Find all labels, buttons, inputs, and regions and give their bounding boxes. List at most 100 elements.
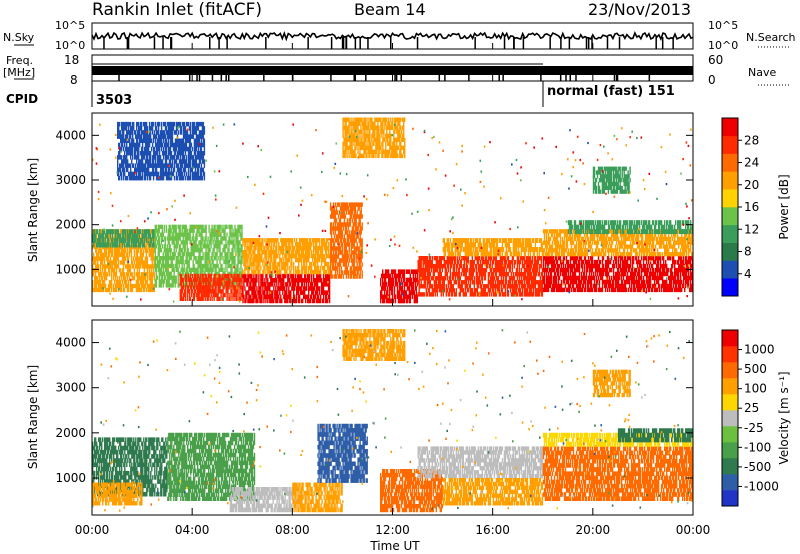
- heatmap-cell: [191, 244, 193, 249]
- heatmap-cell: [391, 294, 394, 300]
- heatmap-cell: [210, 271, 212, 276]
- heatmap-cell: [130, 229, 133, 235]
- heatmap-cell: [201, 289, 203, 294]
- heatmap-cell: [313, 273, 315, 279]
- heatmap-cell: [168, 232, 170, 237]
- heatmap-cell: [198, 232, 200, 237]
- heatmap-cell: [129, 233, 132, 239]
- heatmap-cell: [135, 256, 138, 261]
- heatmap-cell: [95, 287, 97, 293]
- heatmap-cell: [174, 275, 176, 280]
- heatmap-cell: [250, 250, 252, 255]
- heatmap-cell: [207, 273, 209, 278]
- heatmap-cell: [153, 229, 155, 235]
- heatmap-cell: [173, 240, 175, 245]
- heatmap-cell: [192, 240, 194, 245]
- heatmap-cell: [189, 236, 191, 241]
- heatmap-cell: [195, 256, 197, 261]
- heatmap-cell: [447, 238, 449, 243]
- heatmap-cell: [122, 260, 125, 265]
- heatmap-cell: [118, 268, 121, 273]
- heatmap-cell: [516, 276, 519, 281]
- heatmap-cell: [247, 298, 249, 304]
- heatmap-cell: [233, 289, 235, 294]
- heatmap-cell: [143, 238, 146, 243]
- heatmap-cell: [245, 298, 247, 304]
- heatmap-cell: [316, 261, 319, 267]
- heatmap-cell: [109, 256, 112, 261]
- heatmap-cell: [188, 228, 190, 233]
- heatmap-cell: [115, 242, 118, 248]
- heatmap-cell: [473, 268, 475, 273]
- heatmap-cell: [208, 267, 210, 272]
- heatmap-cell: [94, 256, 96, 261]
- heatmap-cell: [205, 273, 207, 278]
- heatmap-cell: [503, 268, 506, 273]
- heatmap-cell: [172, 228, 174, 233]
- heatmap-cell: [219, 285, 221, 290]
- heatmap-cell: [189, 271, 191, 276]
- heatmap-cell: [290, 246, 292, 251]
- heatmap-cell: [280, 294, 282, 300]
- heatmap-cell: [311, 273, 313, 279]
- heatmap-cell: [238, 296, 240, 301]
- heatmap-cell: [262, 242, 264, 247]
- heatmap-cell: [354, 210, 356, 215]
- heatmap-cell: [206, 259, 208, 265]
- heatmap-cell: [161, 271, 163, 276]
- heatmap-cell: [358, 246, 360, 251]
- heatmap-cell: [180, 267, 182, 272]
- heatmap-cell: [347, 238, 350, 243]
- heatmap-cell: [189, 296, 191, 301]
- heatmap-cell: [199, 256, 201, 261]
- heatmap-cell: [162, 283, 164, 288]
- heatmap-cell: [102, 272, 105, 277]
- heatmap-cell: [132, 276, 135, 281]
- heatmap-cell: [189, 252, 191, 257]
- heatmap-cell: [170, 248, 172, 253]
- heatmap-cell: [428, 276, 430, 281]
- heatmap-cell: [243, 278, 245, 283]
- heatmap-cell: [240, 232, 242, 237]
- heatmap-cell: [382, 277, 384, 283]
- heatmap-cell: [223, 277, 225, 282]
- heatmap-cell: [96, 280, 98, 285]
- heatmap-cell: [346, 266, 349, 271]
- heatmap-cell: [285, 265, 287, 271]
- heatmap-cell: [154, 228, 156, 233]
- heatmap-cell: [346, 218, 349, 223]
- heatmap-cell: [153, 233, 155, 239]
- heatmap-cell: [154, 232, 156, 237]
- heatmap-cell: [332, 262, 335, 267]
- heatmap-cell: [237, 228, 239, 233]
- heatmap-cell: [103, 264, 106, 269]
- heatmap-cell: [196, 236, 198, 241]
- heatmap-cell: [107, 242, 110, 248]
- heatmap-cell: [239, 252, 241, 257]
- heatmap-cell: [188, 296, 190, 301]
- heatmap-cell: [232, 277, 234, 282]
- heatmap-cell: [218, 277, 220, 282]
- heatmap-cell: [180, 259, 182, 265]
- heatmap-cell: [220, 263, 222, 269]
- heatmap-cell: [147, 287, 149, 293]
- heatmap-cell: [212, 289, 214, 294]
- heatmap-cell: [154, 259, 156, 265]
- heatmap-cell: [177, 267, 179, 272]
- heatmap-cell: [155, 271, 157, 276]
- heatmap-cell: [101, 238, 104, 243]
- heatmap-cell: [510, 272, 513, 277]
- heatmap-cell: [165, 259, 167, 265]
- heatmap-cell: [180, 240, 182, 245]
- heatmap-cell: [357, 270, 359, 275]
- heatmap-cell: [122, 272, 125, 277]
- heatmap-cell: [105, 233, 108, 239]
- heatmap-cell: [137, 242, 140, 248]
- heatmap-cell: [217, 240, 219, 245]
- heatmap-cell: [115, 233, 118, 238]
- heatmap-cell: [198, 228, 200, 233]
- heatmap-cell: [518, 276, 521, 281]
- heatmap-cell: [500, 276, 503, 281]
- heatmap-cell: [237, 259, 239, 265]
- heatmap-cell: [170, 236, 172, 241]
